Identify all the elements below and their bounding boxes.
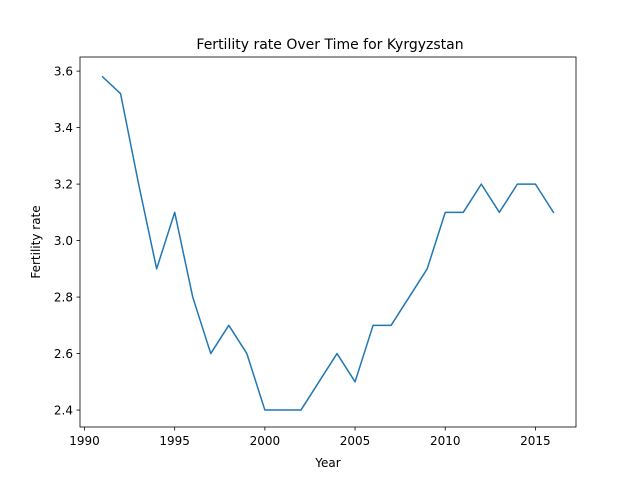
y-tick-label: 2.4 bbox=[54, 403, 73, 417]
x-tick-label: 1995 bbox=[159, 434, 190, 448]
x-tick-label: 2000 bbox=[250, 434, 281, 448]
plot-area: 1990 1995 2000 2005 2010 2015 2.4 2.6 2.8 3.0 3.2 3… bbox=[54, 56, 577, 448]
axes-frame bbox=[79, 56, 577, 428]
y-axis-label: Fertility rate bbox=[29, 205, 43, 278]
x-tick-label: 2010 bbox=[430, 434, 461, 448]
y-tick-label: 3.4 bbox=[54, 121, 73, 135]
chart-title: Fertility rate Over Time for Kyrgyzstan bbox=[196, 37, 463, 53]
y-tick-label: 3.6 bbox=[54, 64, 73, 78]
x-tick-label: 2015 bbox=[520, 434, 551, 448]
series-line-0 bbox=[101, 75, 555, 411]
x-tick-label: 1990 bbox=[69, 434, 100, 448]
y-tick-label: 2.8 bbox=[54, 290, 73, 304]
y-tick-label: 3.2 bbox=[54, 177, 73, 191]
x-tick-label: 2005 bbox=[340, 434, 371, 448]
x-axis-label: Year bbox=[314, 456, 340, 470]
y-tick-label: 3.0 bbox=[54, 234, 73, 248]
y-tick-label: 2.6 bbox=[54, 347, 73, 361]
